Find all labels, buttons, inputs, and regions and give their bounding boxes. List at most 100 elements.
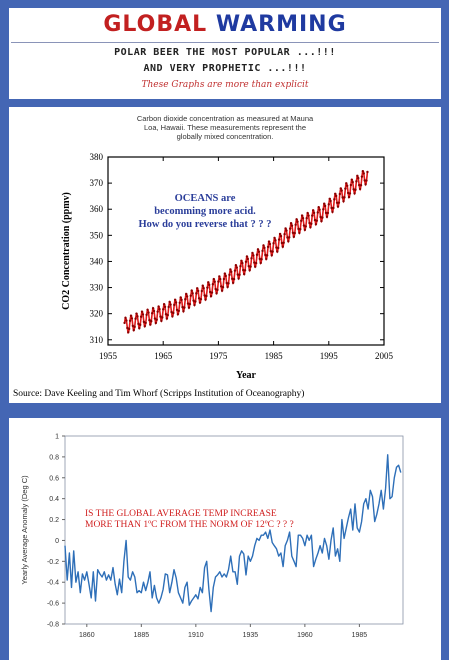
x-tick-label: 1955 <box>99 351 118 361</box>
co2-data-point <box>283 232 286 236</box>
co2-data-point <box>274 239 277 242</box>
co2-data-point <box>213 280 216 283</box>
y-tick-label: 320 <box>90 309 104 319</box>
co2-data-point <box>150 320 153 323</box>
co2-data-point <box>230 270 233 273</box>
co2-data-point <box>225 281 228 285</box>
co2-chart-panel: Carbon dioxide concentration as measured… <box>9 107 441 403</box>
co2-data-point <box>266 245 270 249</box>
co2-data-point <box>179 296 182 299</box>
co2-data-point <box>294 223 297 226</box>
co2-data-point <box>323 202 326 205</box>
co2-data-point <box>354 188 357 191</box>
co2-data-point <box>271 250 274 253</box>
co2-data-point <box>170 310 173 314</box>
co2-data-point <box>216 288 219 292</box>
co2-data-point <box>139 315 143 318</box>
chart-caption-line: Loa, Hawaii. These measurements represen… <box>144 123 306 132</box>
co2-data-point <box>144 321 147 325</box>
co2-data-point <box>334 194 338 198</box>
co2-data-point <box>231 277 234 281</box>
banner: GLOBAL WARMING POLAR BEER THE MOST POPUL… <box>9 8 441 99</box>
co2-data-point <box>288 236 291 239</box>
co2-data-point <box>201 284 204 287</box>
co2-annotation-line: becomming more acid. <box>154 206 256 217</box>
y-tick-label: 370 <box>90 178 104 188</box>
co2-data-point <box>134 317 137 320</box>
co2-data-point <box>147 311 150 314</box>
co2-data-point <box>166 313 169 317</box>
co2-data-point <box>318 208 321 211</box>
co2-annotation-line: How do you reverse that ? ? ? <box>138 219 271 230</box>
co2-data-point <box>342 200 345 203</box>
y-tick-label: 0.2 <box>49 517 59 524</box>
co2-data-point <box>217 280 220 283</box>
co2-data-point <box>220 289 224 292</box>
y-tick-label: 330 <box>90 283 104 293</box>
x-tick-label: 1985 <box>352 632 368 639</box>
co2-data-point <box>132 329 135 332</box>
co2-data-point <box>252 254 255 257</box>
co2-data-point <box>265 257 268 261</box>
co2-data-point <box>329 199 332 203</box>
co2-data-point <box>253 261 256 264</box>
co2-data-point <box>291 231 295 234</box>
co2-data-point <box>139 323 142 327</box>
co2-data-point <box>282 241 285 244</box>
co2-data-point <box>203 294 206 297</box>
temperature-annotation-line: IS THE GLOBAL AVERAGE TEMP INCREASE <box>85 509 277 519</box>
x-axis-label: Year <box>236 370 257 381</box>
co2-data-point <box>241 261 244 265</box>
co2-data-point <box>219 277 222 281</box>
chart-caption-line: Carbon dioxide concentration as measured… <box>137 114 314 123</box>
co2-data-point <box>158 308 161 311</box>
co2-data-point <box>140 310 144 313</box>
co2-data-point <box>343 196 346 199</box>
co2-data-point <box>303 228 307 232</box>
co2-chart: Carbon dioxide concentration as measured… <box>13 114 394 399</box>
co2-data-point <box>218 275 221 278</box>
chart-caption-line: globally mixed concentration. <box>177 132 274 141</box>
co2-data-point <box>257 250 261 253</box>
co2-data-point <box>125 319 128 322</box>
co2-data-point <box>258 257 261 261</box>
co2-data-point <box>228 273 231 277</box>
co2-data-point <box>172 311 175 315</box>
co2-data-point <box>245 255 249 258</box>
co2-data-point <box>300 219 303 222</box>
divider <box>11 42 439 43</box>
co2-data-point <box>194 300 197 303</box>
y-axis-label: CO2 Concentration (ppmv) <box>61 192 72 310</box>
co2-data-point <box>198 301 202 304</box>
co2-data-point <box>207 281 210 284</box>
tagline-2: AND VERY PROPHETIC ...!!! <box>143 63 307 74</box>
co2-data-point <box>359 184 363 187</box>
y-tick-label: -0.2 <box>47 559 59 566</box>
co2-data-point <box>352 188 355 191</box>
co2-data-point <box>313 218 317 222</box>
co2-data-point <box>285 229 288 232</box>
co2-data-point <box>142 320 146 324</box>
co2-data-point <box>178 301 181 304</box>
co2-data-point <box>264 253 267 257</box>
co2-data-point <box>301 217 305 220</box>
co2-data-point <box>235 266 238 269</box>
co2-data-point <box>319 215 322 219</box>
co2-data-point <box>138 327 141 330</box>
co2-data-point <box>247 264 250 268</box>
co2-data-point <box>361 169 365 173</box>
co2-data-point <box>355 180 358 183</box>
co2-data-point <box>275 246 278 249</box>
co2-data-point <box>263 246 266 250</box>
co2-data-point <box>364 183 367 186</box>
co2-data-point <box>255 253 259 256</box>
banner-title-word2: WARMING <box>215 12 347 37</box>
co2-data-point <box>205 294 208 298</box>
x-tick-label: 1985 <box>265 351 284 361</box>
co2-data-point <box>154 321 158 325</box>
co2-data-point <box>219 285 223 288</box>
co2-data-point <box>180 298 183 302</box>
co2-data-point <box>143 325 146 328</box>
co2-data-point <box>324 211 328 215</box>
co2-data-point <box>226 285 229 289</box>
